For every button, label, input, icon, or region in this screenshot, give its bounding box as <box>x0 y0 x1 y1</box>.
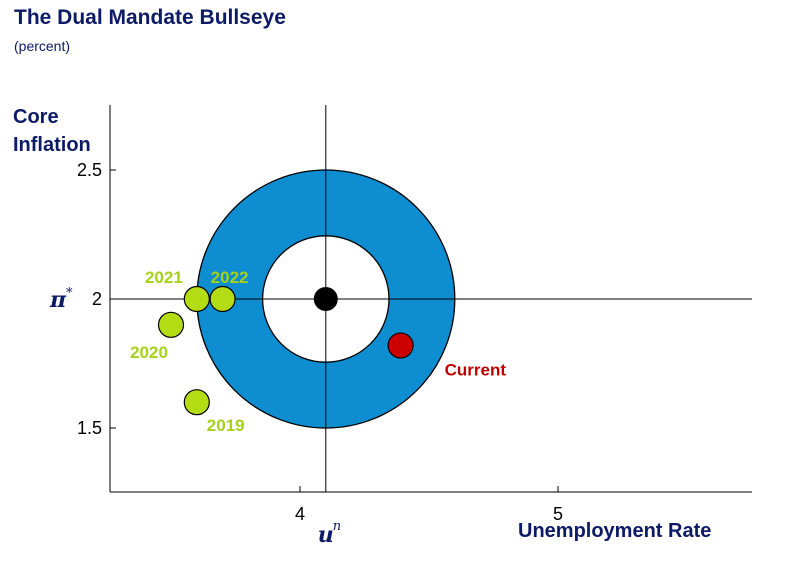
data-point-2019 <box>183 389 210 416</box>
target-center-dot <box>313 287 338 311</box>
data-label-2019: 2019 <box>207 416 245 435</box>
data-point-2022 <box>209 285 236 313</box>
target-inflation-symbol-sup: * <box>66 286 73 301</box>
y-tick-label: 1.5 <box>77 418 102 438</box>
target-inflation-symbol: π <box>49 287 67 313</box>
y-axis-label: Core Inflation <box>13 106 91 156</box>
data-label-2020: 2020 <box>130 343 168 362</box>
x-tick-label: 4 <box>295 504 305 524</box>
target-unemployment-symbol: u <box>318 522 334 548</box>
y-tick-label: 2.5 <box>77 160 102 180</box>
data-point-current <box>387 332 414 359</box>
y-tick-label: 2 <box>92 289 102 309</box>
chart-title: The Dual Mandate Bullseye <box>14 6 286 29</box>
data-point-2021 <box>183 285 210 313</box>
chart-subtitle: (percent) <box>14 38 71 54</box>
data-label-current: Current <box>445 360 507 379</box>
tick-labels: 2.5 2 1.5 4 5 π * u n <box>49 160 563 548</box>
x-tick-label: 5 <box>553 504 563 524</box>
point-labels: 2019 2020 2021 2022 Current <box>130 268 506 435</box>
x-axis-label: Unemployment Rate <box>518 520 712 542</box>
data-points <box>157 285 414 416</box>
target-unemployment-symbol-sup: n <box>333 519 341 534</box>
data-label-2021: 2021 <box>145 268 183 287</box>
data-point-2020 <box>157 311 185 338</box>
data-label-2022: 2022 <box>211 268 249 287</box>
